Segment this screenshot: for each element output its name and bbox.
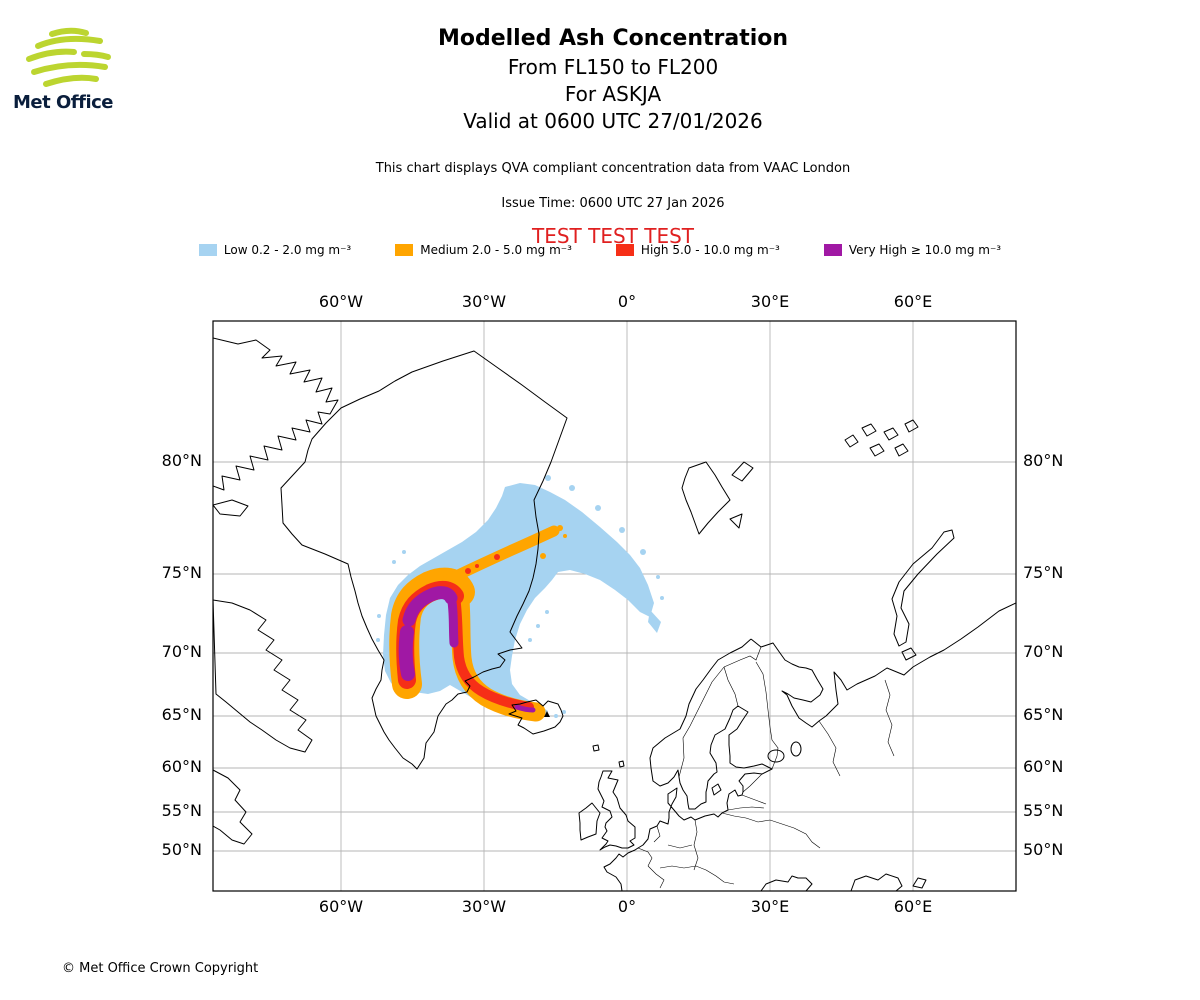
lat-label-left-55n: 55°N [161, 801, 202, 820]
coast-arctic-island [213, 499, 249, 517]
lat-label-left-50n: 50°N [161, 840, 202, 859]
lat-label-right-60n: 60°N [1023, 757, 1064, 776]
coast-faroe [592, 744, 600, 752]
met-office-logo [26, 27, 111, 87]
lon-label-top-60w: 60°W [318, 292, 364, 311]
lon-label-bottom-30e: 30°E [750, 897, 790, 916]
ash-plume-very-high [398, 586, 536, 713]
country-borders [637, 646, 895, 889]
lat-label-left-60n: 60°N [161, 757, 202, 776]
concentration-legend: Low 0.2 - 2.0 mg m⁻³ Medium 2.0 - 5.0 mg… [0, 243, 1200, 257]
legend-swatch-medium [395, 244, 414, 256]
river-dvina [818, 720, 841, 777]
legend-item-medium: Medium 2.0 - 5.0 mg m⁻³ [395, 243, 572, 257]
map-gridlines [213, 321, 1016, 891]
copyright-text: © Met Office Crown Copyright [62, 961, 259, 976]
legend-swatch-very-high [823, 244, 842, 256]
legend-label-very-high: Very High ≥ 10.0 mg m⁻³ [848, 243, 1002, 257]
coast-shetland [618, 760, 625, 768]
lon-label-bottom-60w: 60°W [318, 897, 364, 916]
lon-label-bottom-30w: 30°W [461, 897, 507, 916]
header: Modelled Ash Concentration From FL150 to… [13, 26, 1200, 249]
lake-onega [790, 741, 802, 757]
coastlines [213, 337, 1016, 891]
issue-time: Issue Time: 0600 UTC 27 Jan 2026 [501, 196, 725, 211]
lake-ladoga [767, 749, 785, 763]
page-title: Modelled Ash Concentration [437, 26, 789, 51]
test-banner: TEST TEST TEST [531, 224, 694, 248]
coast-caspian [850, 873, 903, 891]
lat-label-right-80n: 80°N [1023, 451, 1064, 470]
legend-item-very-high: Very High ≥ 10.0 mg m⁻³ [823, 243, 1002, 257]
coast-russia-arctic [750, 602, 1016, 728]
coast-scandinavia-europe [603, 638, 773, 891]
lat-label-left-75n: 75°N [161, 563, 202, 582]
logo-swoosh-icon [26, 27, 111, 87]
legend-item-low: Low 0.2 - 2.0 mg m⁻³ [198, 243, 352, 257]
subtitle-volcano: For ASKJA [564, 82, 662, 106]
coast-svalbard [681, 461, 754, 535]
coast-britain [597, 770, 636, 851]
lon-label-top-30w: 30°W [461, 292, 507, 311]
ash-plume-medium-speckles [540, 525, 567, 559]
lon-label-top-60e: 60°E [893, 292, 933, 311]
coast-baffin [213, 599, 313, 753]
legend-label-low: Low 0.2 - 2.0 mg m⁻³ [223, 243, 352, 257]
subtitle-valid-time: Valid at 0600 UTC 27/01/2026 [463, 109, 763, 133]
subtitle-flight-levels: From FL150 to FL200 [507, 55, 719, 79]
river-pechora [884, 679, 895, 757]
lat-label-right-50n: 50°N [1023, 840, 1064, 859]
lon-label-bottom-0: 0° [617, 897, 637, 916]
coast-black-sea [760, 875, 813, 891]
logo-brand-text: Met Office [13, 92, 114, 113]
coast-ireland [578, 802, 601, 841]
coast-gotland [711, 783, 722, 796]
coast-canadian-arctic [213, 337, 339, 491]
legend-swatch-low [198, 244, 217, 256]
coast-greenland [280, 350, 568, 770]
coast-small-lake [912, 877, 927, 889]
legend-item-high: High 5.0 - 10.0 mg m⁻³ [615, 243, 780, 257]
coast-iceland [508, 699, 564, 735]
lon-label-bottom-60e: 60°E [893, 897, 933, 916]
chart-description: This chart displays QVA compliant concen… [375, 161, 851, 176]
lat-label-right-65n: 65°N [1023, 705, 1064, 724]
coast-novaya-zemlya [891, 529, 955, 661]
lat-label-right-70n: 70°N [1023, 642, 1064, 661]
legend-label-high: High 5.0 - 10.0 mg m⁻³ [640, 243, 780, 257]
coast-labrador [213, 769, 253, 845]
lat-label-right-75n: 75°N [1023, 563, 1064, 582]
coast-franz-josef-land [844, 419, 919, 457]
lon-label-top-0: 0° [617, 292, 637, 311]
ash-plume-high-speckles [465, 554, 500, 574]
lat-label-left-70n: 70°N [161, 642, 202, 661]
legend-label-medium: Medium 2.0 - 5.0 mg m⁻³ [420, 243, 572, 257]
map-frame [212, 320, 1017, 892]
lat-label-left-80n: 80°N [161, 451, 202, 470]
lat-label-right-55n: 55°N [1023, 801, 1064, 820]
volcano-marker [544, 711, 550, 717]
lon-label-top-30e: 30°E [750, 292, 790, 311]
lat-label-left-65n: 65°N [161, 705, 202, 724]
legend-swatch-high [615, 244, 634, 256]
